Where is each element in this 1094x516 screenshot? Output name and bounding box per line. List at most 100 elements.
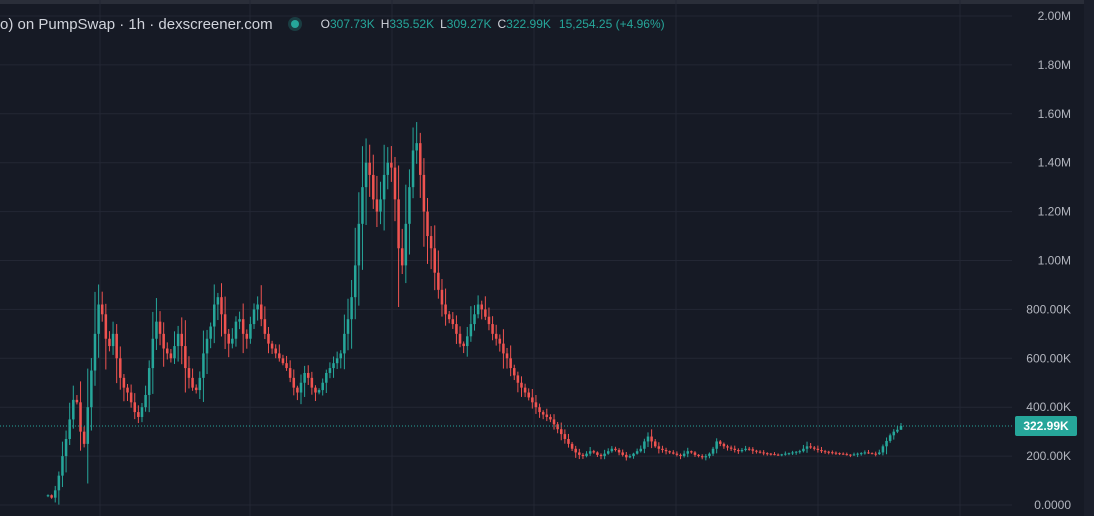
candle bbox=[834, 451, 838, 455]
candle bbox=[187, 356, 191, 389]
candle bbox=[697, 454, 700, 458]
candle bbox=[339, 350, 343, 369]
candle-body bbox=[274, 348, 277, 354]
candle bbox=[151, 311, 155, 394]
candle-body bbox=[151, 338, 155, 369]
candle bbox=[812, 446, 816, 451]
y-tick-label: 800.00K bbox=[1026, 302, 1071, 316]
candle-body bbox=[162, 333, 165, 349]
candle-body bbox=[838, 453, 841, 455]
candle bbox=[364, 138, 368, 225]
candle bbox=[588, 447, 592, 456]
candle bbox=[578, 448, 581, 460]
candle-body bbox=[455, 324, 458, 334]
candle bbox=[50, 494, 53, 499]
candle-body bbox=[708, 453, 711, 457]
candle-body bbox=[588, 451, 592, 454]
candle-body bbox=[773, 454, 776, 456]
candle-body bbox=[104, 314, 108, 339]
candle bbox=[802, 444, 805, 453]
change-value: 15,254.25 (+4.96%) bbox=[558, 17, 665, 31]
candle-body bbox=[841, 453, 845, 455]
candle bbox=[603, 449, 606, 460]
candle-body bbox=[740, 449, 744, 452]
candle-body bbox=[502, 343, 505, 354]
candle-body bbox=[61, 456, 64, 476]
candle bbox=[469, 306, 473, 342]
candle-body bbox=[296, 387, 299, 393]
candle bbox=[870, 452, 874, 455]
candle-body bbox=[527, 392, 530, 398]
candle bbox=[585, 451, 588, 458]
vertical-scrollbar[interactable] bbox=[1084, 0, 1094, 516]
candle-body bbox=[227, 333, 230, 344]
candle bbox=[599, 453, 603, 460]
candle bbox=[556, 421, 559, 434]
candle-body bbox=[874, 453, 877, 455]
candle bbox=[343, 314, 346, 370]
y-tick-label: 200.00K bbox=[1026, 449, 1071, 463]
y-tick-label: 1.20M bbox=[1038, 205, 1071, 219]
candle bbox=[53, 485, 57, 503]
candle-body bbox=[379, 199, 382, 212]
candle-body bbox=[205, 338, 209, 354]
candle-body bbox=[787, 453, 791, 455]
candle-body bbox=[885, 440, 888, 447]
chart-legend: o) on PumpSwap · 1h · dexscreener.com O … bbox=[0, 14, 665, 34]
candle bbox=[126, 383, 129, 402]
candle-body bbox=[346, 319, 350, 334]
candle-body bbox=[451, 319, 455, 325]
candle-body bbox=[726, 446, 729, 448]
candle bbox=[657, 442, 661, 454]
candle-body bbox=[53, 490, 57, 498]
candle bbox=[563, 429, 567, 444]
candle-body bbox=[610, 448, 614, 452]
candle-body bbox=[856, 453, 859, 455]
candle bbox=[722, 442, 726, 449]
candle bbox=[288, 360, 292, 383]
candle bbox=[581, 453, 585, 459]
candle-body bbox=[686, 451, 690, 454]
candle bbox=[162, 322, 165, 367]
candle-body bbox=[570, 443, 574, 449]
candle-body bbox=[332, 363, 335, 369]
candle-body bbox=[238, 319, 241, 322]
candle-body bbox=[661, 448, 664, 450]
candle-body bbox=[747, 448, 751, 450]
candle bbox=[191, 368, 194, 391]
candle bbox=[205, 329, 209, 374]
open-label: O bbox=[320, 17, 330, 31]
candle bbox=[509, 345, 512, 377]
candle-body bbox=[603, 453, 606, 457]
candle bbox=[346, 298, 350, 351]
candle bbox=[606, 448, 610, 455]
candle bbox=[820, 446, 823, 454]
candle bbox=[552, 414, 556, 430]
candle-body bbox=[361, 187, 364, 224]
open-value: 307.73K bbox=[329, 17, 375, 31]
candle bbox=[100, 291, 104, 322]
candle-body bbox=[711, 448, 715, 454]
candle-body bbox=[617, 449, 621, 453]
candle bbox=[462, 341, 465, 354]
candle bbox=[278, 344, 281, 362]
candle bbox=[766, 452, 769, 456]
candle-body bbox=[212, 304, 216, 327]
candle bbox=[816, 445, 820, 453]
candle-body bbox=[509, 358, 512, 369]
candle-body bbox=[433, 248, 437, 273]
candle-body bbox=[512, 368, 516, 376]
candle-body bbox=[755, 450, 758, 452]
candle bbox=[415, 122, 418, 164]
candle-body bbox=[545, 414, 549, 417]
candle bbox=[166, 342, 169, 360]
candle-body bbox=[599, 454, 603, 457]
candle bbox=[169, 348, 173, 363]
candle bbox=[115, 324, 118, 384]
candle-body bbox=[863, 452, 867, 454]
candle-body bbox=[382, 174, 386, 200]
candle bbox=[708, 452, 711, 459]
candle-body bbox=[252, 309, 256, 325]
candle-body bbox=[119, 358, 122, 378]
